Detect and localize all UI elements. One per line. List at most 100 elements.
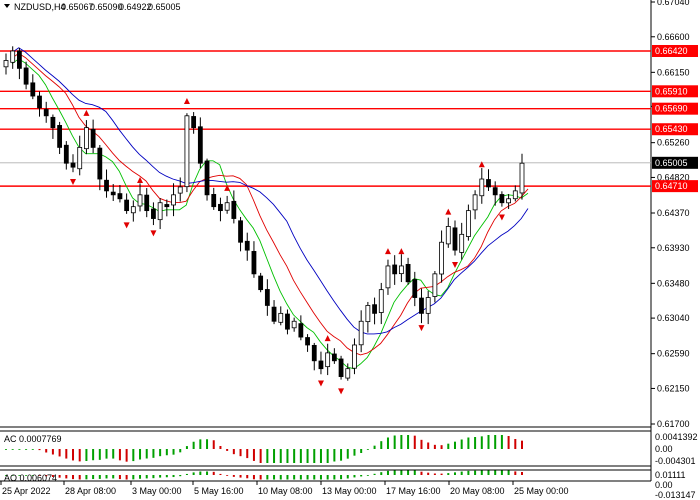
osc-bar — [293, 475, 296, 480]
fractal-up-marker — [478, 161, 485, 168]
candle-body — [211, 194, 217, 208]
time-tick-label: 3 May 00:00 — [132, 486, 182, 496]
candle-body — [144, 194, 150, 212]
osc-bar — [494, 435, 497, 449]
osc-bar — [132, 475, 135, 480]
osc-bar — [159, 475, 162, 478]
osc-bar — [293, 449, 296, 463]
osc-bar — [118, 475, 121, 480]
osc-bar — [65, 475, 68, 479]
osc-bar — [185, 446, 188, 449]
osc-bar — [460, 439, 463, 449]
candle-body — [50, 116, 56, 129]
osc-bar — [58, 449, 61, 457]
osc-bar — [31, 475, 34, 476]
candle-body — [432, 273, 438, 297]
osc-bar — [474, 437, 477, 449]
ao-title: AO 0.006074 — [4, 473, 57, 483]
price-tick-label: 0.67040 — [657, 0, 690, 7]
osc-bar — [340, 475, 343, 480]
candle-body — [177, 186, 183, 194]
candle-body — [130, 206, 136, 214]
osc-bar — [286, 475, 289, 480]
osc-bar — [286, 449, 289, 463]
candle-body — [365, 305, 371, 323]
level-badge-label: 0.65690 — [655, 104, 688, 114]
candle-body — [171, 194, 176, 206]
candle-body — [318, 360, 324, 370]
time-tick-label: 28 Apr 08:00 — [65, 486, 116, 496]
osc-bar — [51, 449, 54, 455]
osc-bar — [306, 475, 309, 480]
time-tick-label: 25 May 00:00 — [514, 486, 569, 496]
osc-bar — [98, 449, 101, 460]
candle-body — [506, 198, 511, 204]
osc-bar — [453, 441, 456, 449]
osc-bar — [212, 471, 215, 475]
osc-bar — [467, 437, 470, 449]
ohlc-high: 0.65090 — [90, 2, 123, 12]
symbol-dropdown-icon[interactable] — [4, 4, 10, 8]
osc-bar — [78, 475, 81, 480]
ac-title: AC 0.0007769 — [4, 434, 62, 444]
osc-bar — [299, 449, 302, 463]
osc-bar — [373, 445, 376, 449]
osc-bar — [440, 473, 443, 475]
osc-bar — [380, 472, 383, 475]
osc-bar — [159, 449, 162, 457]
osc-bar — [487, 470, 490, 475]
candle-body — [57, 125, 63, 148]
ao-label-min: -0.013147 — [655, 490, 696, 500]
fractal-down-marker — [338, 388, 345, 395]
price-tick-label: 0.65260 — [657, 138, 690, 148]
osc-bar — [507, 436, 510, 449]
osc-bar — [366, 449, 369, 450]
osc-bar — [199, 471, 202, 475]
candle-body — [124, 199, 130, 212]
osc-bar — [440, 445, 443, 449]
osc-bar — [346, 475, 349, 479]
candle-body — [77, 147, 83, 170]
osc-bar — [333, 449, 336, 462]
candle-body — [325, 352, 331, 368]
osc-bar — [500, 470, 503, 475]
current-price-label: 0.65005 — [655, 158, 688, 168]
osc-bar — [145, 475, 148, 479]
fractal-down-marker — [123, 222, 130, 229]
osc-bar — [427, 442, 430, 449]
candle-body — [197, 126, 203, 164]
candle-body — [345, 368, 351, 379]
osc-bar — [514, 471, 517, 475]
ohlc-open: 0.65067 — [61, 2, 94, 12]
osc-bar — [521, 440, 523, 449]
level-badge-label: 0.66420 — [655, 46, 688, 56]
candle-body — [70, 162, 76, 168]
osc-bar — [172, 475, 175, 478]
osc-bar — [319, 449, 322, 463]
fractal-down-marker — [451, 261, 458, 268]
horizontal-levels[interactable]: 0.66420 0.65910 0.65690 0.65430 0.64710 0.650… — [0, 44, 698, 193]
candle-body — [251, 251, 257, 275]
osc-bar — [239, 449, 242, 457]
osc-bar — [413, 470, 416, 475]
time-tick-label: 25 Apr 2022 — [2, 486, 51, 496]
fractal-down-marker — [70, 178, 77, 185]
ao-label-max: 0.01111 — [655, 470, 686, 480]
osc-bar — [38, 449, 41, 451]
chart-background — [0, 0, 651, 481]
osc-bar — [219, 446, 222, 449]
osc-bar — [521, 472, 523, 475]
osc-bar — [98, 475, 101, 479]
osc-bar — [179, 475, 182, 477]
osc-bar — [139, 475, 142, 479]
osc-bar — [353, 449, 356, 456]
level-badge-label: 0.65430 — [655, 124, 688, 134]
osc-bar — [273, 449, 276, 463]
osc-bar — [433, 473, 436, 475]
fractal-up-marker — [445, 208, 452, 215]
candle-body — [238, 220, 243, 243]
time-tick-label: 13 May 00:00 — [322, 486, 377, 496]
candle-body — [499, 194, 505, 204]
candle-body — [264, 289, 270, 306]
